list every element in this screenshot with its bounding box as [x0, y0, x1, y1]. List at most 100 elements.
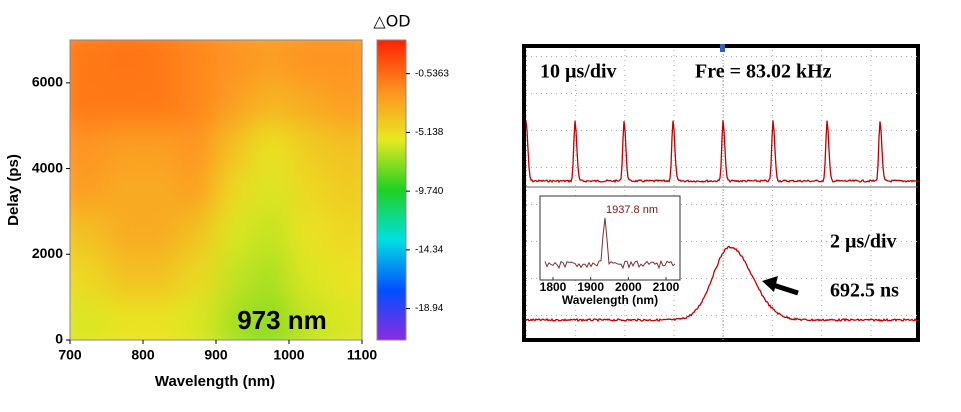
colorbar-tick-label: -14.34: [415, 245, 444, 256]
heat-cell: [216, 40, 253, 84]
colorbar-strip: [377, 332, 406, 335]
grid-dot: [821, 275, 823, 276]
grid-dot: [671, 167, 672, 168]
colorbar-strip: [377, 338, 406, 341]
colorbar-strip: [377, 304, 406, 307]
grid-dot: [821, 100, 823, 101]
grid-dot: [722, 160, 724, 161]
grid-dot: [811, 130, 812, 131]
colorbar-strip: [377, 256, 406, 259]
grid-dot: [870, 85, 872, 86]
grid-dot: [870, 100, 872, 101]
grid-dot: [911, 93, 912, 94]
grid-dot: [801, 278, 802, 279]
grid-dot: [866, 130, 867, 131]
grid-dot: [821, 65, 823, 66]
grid-dot: [526, 265, 527, 266]
grid-dot: [821, 215, 823, 216]
grid-dot: [916, 167, 917, 168]
grid-dot: [772, 105, 773, 106]
grid-dot: [821, 185, 823, 186]
grid-dot: [861, 204, 862, 205]
grid-dot: [606, 93, 607, 94]
colorbar-strip: [377, 72, 406, 75]
grid-dot: [581, 167, 582, 168]
grid-dot: [870, 150, 872, 151]
grid-dot: [624, 315, 626, 316]
grid-dot: [575, 300, 577, 301]
grid-dot: [821, 270, 823, 271]
grid-dot: [772, 160, 773, 161]
grid-dot: [661, 130, 662, 131]
grid-dot: [676, 315, 677, 316]
grid-dot: [881, 241, 882, 242]
grid-dot: [870, 60, 872, 61]
grid-dot: [673, 320, 675, 321]
grid-dot: [841, 204, 842, 205]
grid-dot: [624, 115, 626, 116]
colorbar-strip: [377, 300, 406, 303]
grid-dot: [561, 93, 562, 94]
grid-dot: [870, 160, 872, 161]
grid-dot: [561, 315, 562, 316]
grid-dot: [772, 305, 773, 306]
grid-dot: [886, 315, 887, 316]
grid-dot: [531, 167, 532, 168]
grid-dot: [575, 190, 577, 191]
grid-dot: [691, 278, 692, 279]
grid-dot: [575, 100, 577, 101]
grid-dot: [870, 175, 872, 176]
grid-dot: [621, 315, 622, 316]
grid-dot: [561, 56, 562, 57]
colorbar-strip: [377, 78, 406, 81]
grid-dot: [646, 130, 647, 131]
grid-dot: [611, 130, 612, 131]
grid-dot: [666, 93, 667, 94]
grid-dot: [722, 100, 724, 101]
grid-dot: [696, 56, 697, 57]
grid-dot: [870, 295, 872, 296]
grid-dot: [911, 278, 912, 279]
grid-dot: [896, 278, 897, 279]
grid-dot: [791, 93, 792, 94]
grid-dot: [671, 93, 672, 94]
grid-dot: [821, 240, 823, 241]
grid-dot: [886, 204, 887, 205]
grid-dot: [526, 210, 527, 211]
grid-dot: [761, 167, 762, 168]
grid-dot: [870, 65, 872, 66]
grid-dot: [631, 167, 632, 168]
colorbar-strip: [377, 56, 406, 59]
grid-dot: [801, 167, 802, 168]
grid-dot: [866, 278, 867, 279]
heat-cell: [106, 168, 144, 212]
heat-cell: [70, 254, 107, 298]
colorbar-strip: [377, 290, 406, 293]
grid-dot: [716, 167, 717, 168]
grid-dot: [816, 93, 817, 94]
colorbar-strip: [377, 240, 406, 243]
grid-dot: [711, 204, 712, 205]
colorbar-strip: [377, 44, 406, 47]
grid-dot: [706, 204, 707, 205]
grid-dot: [736, 241, 737, 242]
grid-dot: [526, 305, 527, 306]
grid-dot: [596, 93, 597, 94]
grid-dot: [756, 93, 757, 94]
colorbar-strip: [377, 230, 406, 233]
grid-dot: [876, 241, 877, 242]
grid-dot: [581, 56, 582, 57]
grid-dot: [624, 285, 626, 286]
grid-dot: [891, 315, 892, 316]
grid-dot: [731, 56, 732, 57]
grid-dot: [821, 170, 823, 171]
grid-dot: [656, 167, 657, 168]
grid-dot: [851, 130, 852, 131]
grid-dot: [836, 315, 837, 316]
grid-dot: [771, 56, 772, 57]
grid-dot: [871, 93, 872, 94]
grid-dot: [673, 110, 675, 111]
grid-dot: [624, 145, 626, 146]
grid-dot: [673, 335, 675, 336]
grid-dot: [526, 310, 527, 311]
